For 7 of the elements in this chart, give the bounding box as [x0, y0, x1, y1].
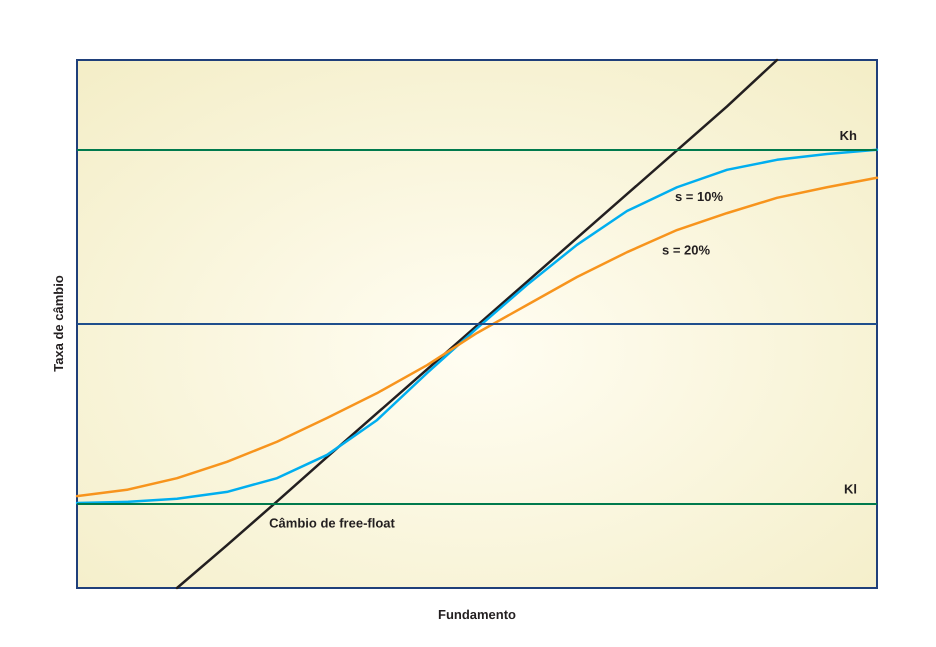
ref-line-label: Kh — [840, 128, 858, 143]
y-axis-title: Taxa de câmbio — [51, 275, 66, 372]
x-axis-title: Fundamento — [438, 607, 516, 622]
series-label: Câmbio de free-float — [269, 515, 396, 530]
series-label: s = 20% — [662, 242, 711, 258]
series-label: s = 10% — [674, 189, 724, 204]
ref-line-label: Kl — [844, 482, 857, 497]
